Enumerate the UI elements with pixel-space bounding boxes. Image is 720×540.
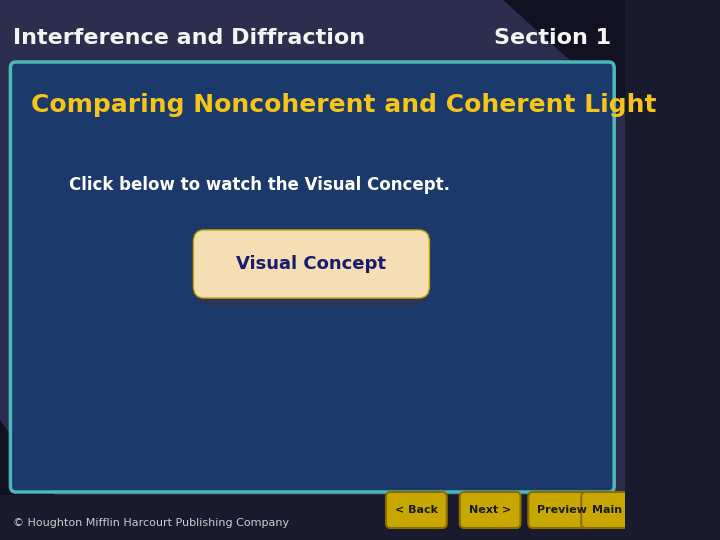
FancyBboxPatch shape: [581, 492, 634, 528]
FancyBboxPatch shape: [386, 492, 447, 528]
FancyBboxPatch shape: [528, 492, 596, 528]
Text: < Back: < Back: [395, 505, 438, 515]
Text: Preview: Preview: [537, 505, 587, 515]
FancyBboxPatch shape: [194, 230, 429, 298]
Text: Click below to watch the Visual Concept.: Click below to watch the Visual Concept.: [69, 176, 451, 194]
Polygon shape: [503, 0, 625, 110]
Text: Visual Concept: Visual Concept: [236, 255, 387, 273]
Text: Comparing Noncoherent and Coherent Light: Comparing Noncoherent and Coherent Light: [31, 93, 657, 117]
FancyBboxPatch shape: [0, 495, 625, 540]
FancyBboxPatch shape: [0, 0, 625, 540]
Text: Interference and Diffraction: Interference and Diffraction: [13, 28, 365, 48]
Text: © Houghton Mifflin Harcourt Publishing Company: © Houghton Mifflin Harcourt Publishing C…: [13, 518, 289, 528]
FancyBboxPatch shape: [16, 68, 609, 133]
Text: Main: Main: [592, 505, 622, 515]
FancyBboxPatch shape: [196, 236, 428, 306]
Text: Section 1: Section 1: [495, 28, 611, 48]
FancyBboxPatch shape: [460, 492, 521, 528]
Text: Next >: Next >: [469, 505, 511, 515]
FancyBboxPatch shape: [10, 62, 614, 492]
Polygon shape: [0, 420, 86, 540]
